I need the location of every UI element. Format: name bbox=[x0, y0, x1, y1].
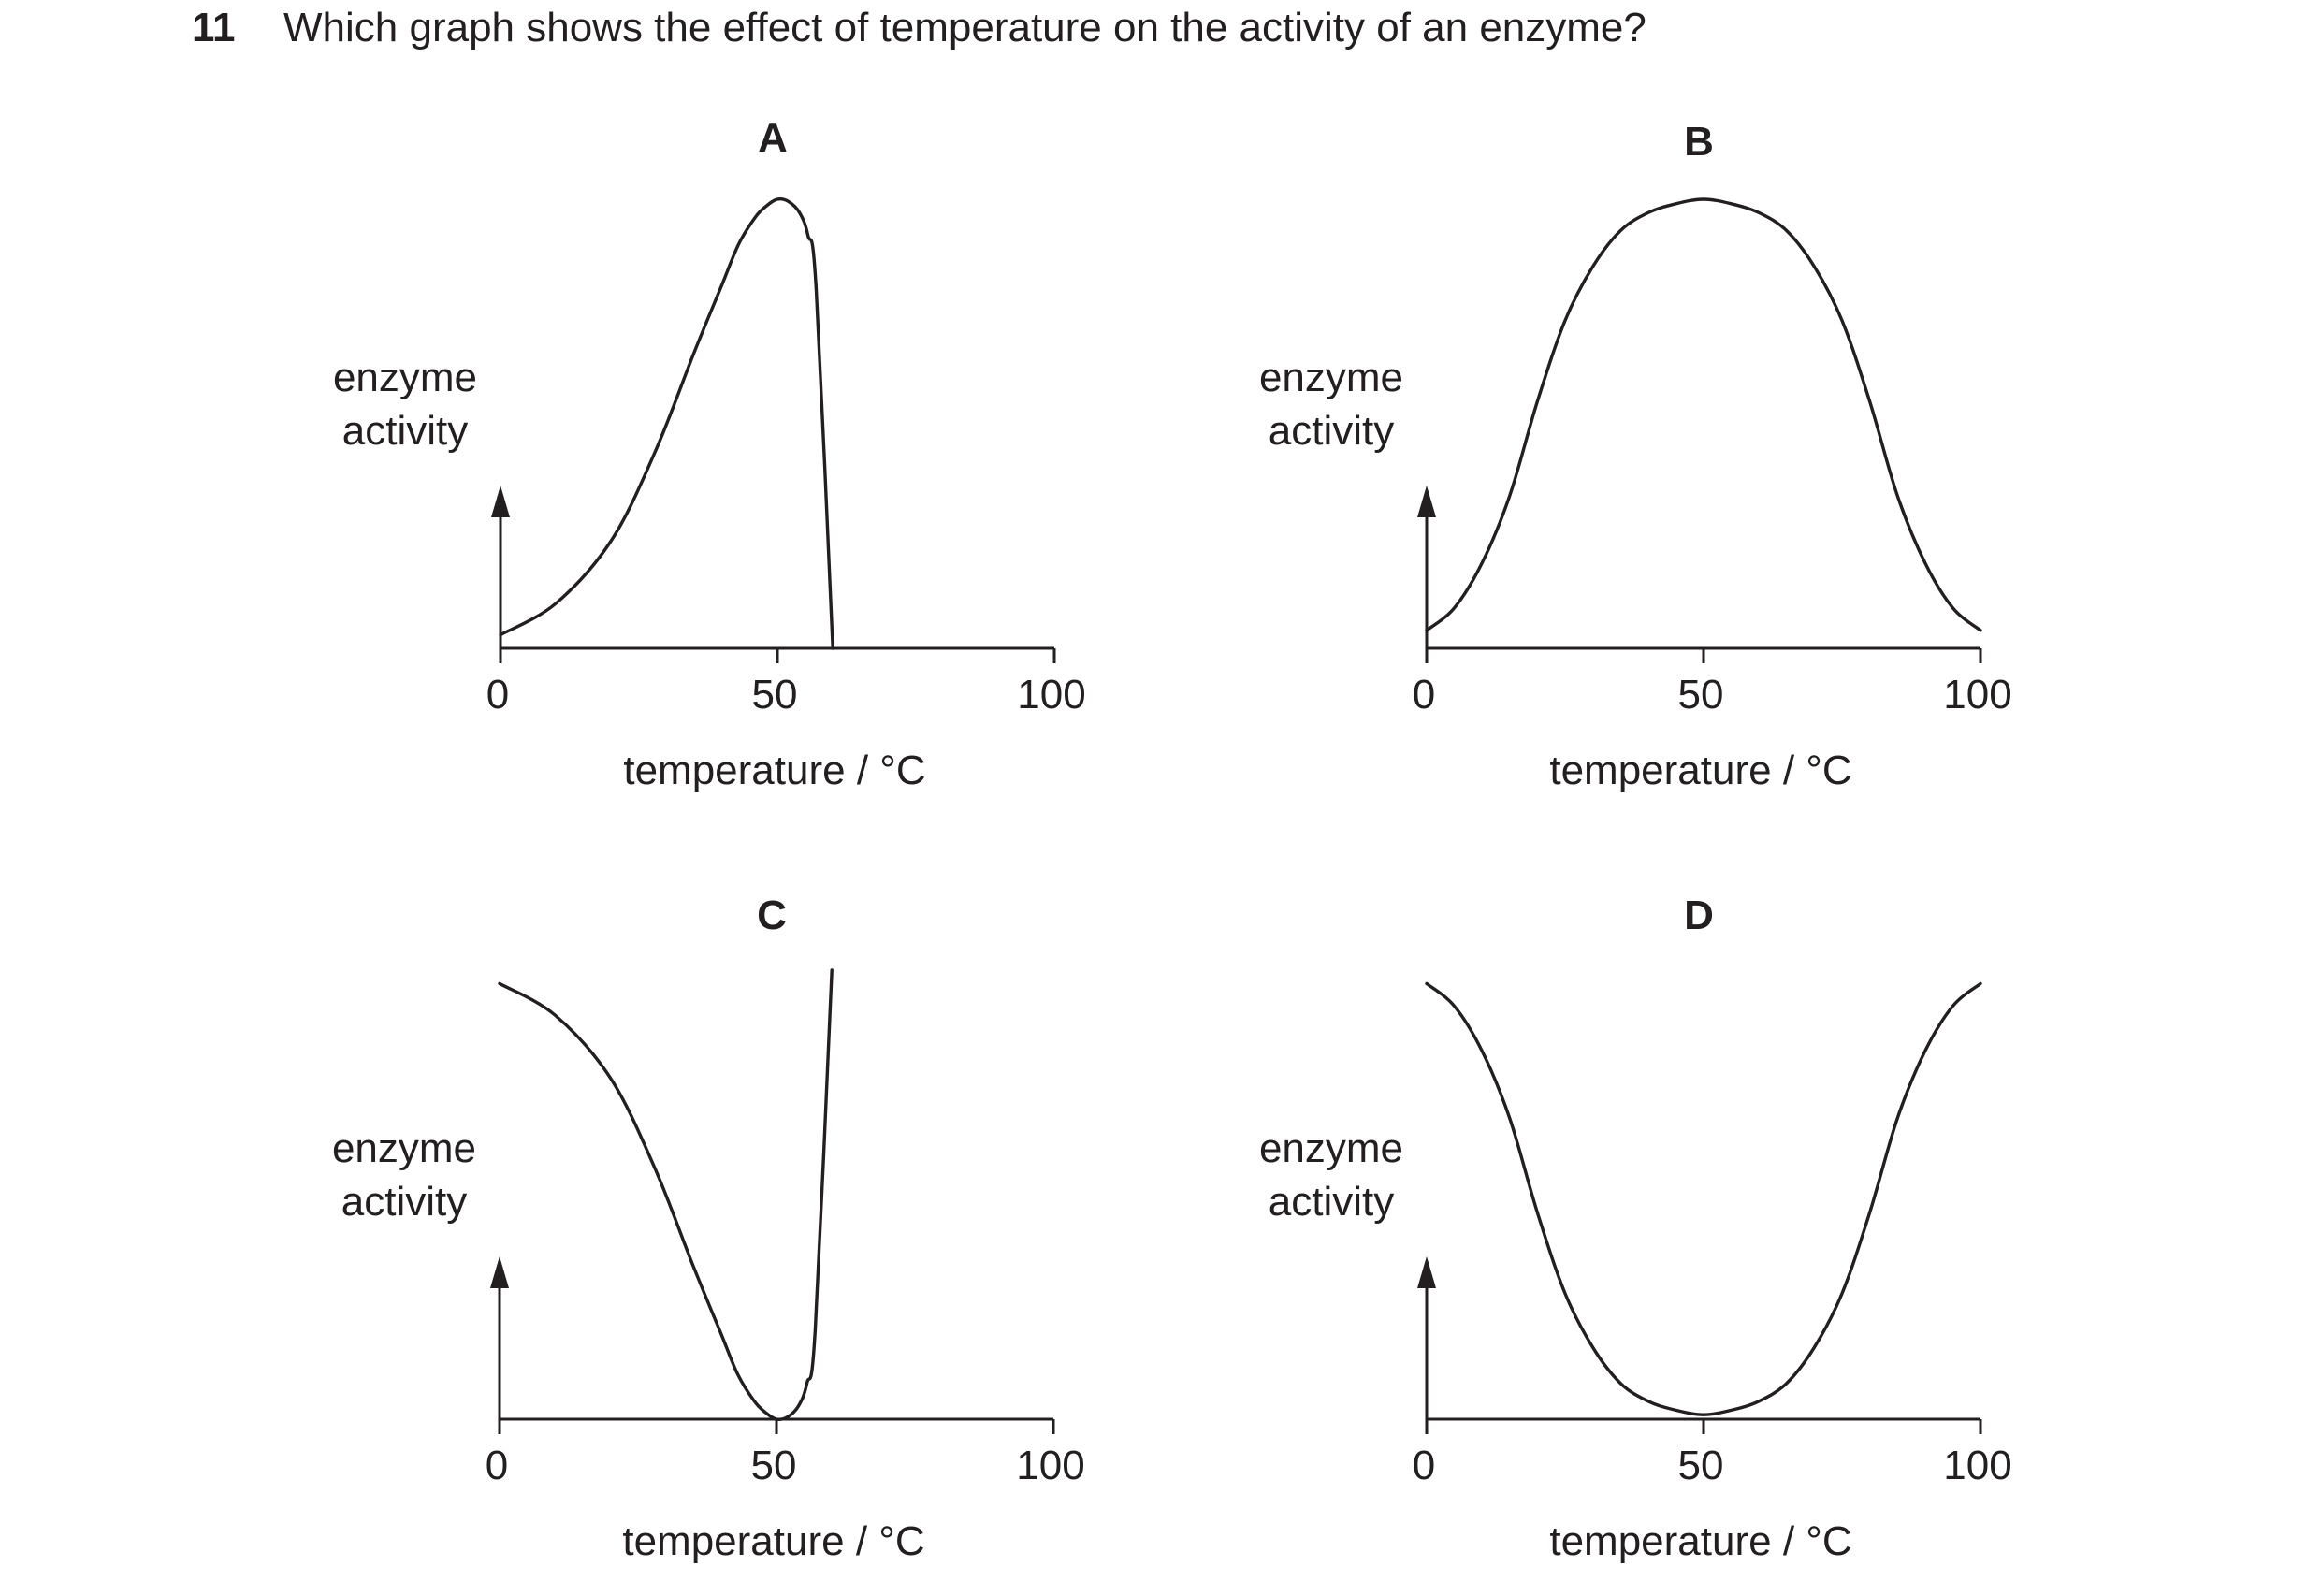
y-axis-arrowhead bbox=[1417, 1256, 1436, 1288]
x-tick-label: 50 bbox=[751, 1443, 797, 1488]
graph-c: C 0 50 100 temperature / °C enzyme activity bbox=[332, 892, 1085, 1564]
curve-series bbox=[1425, 981, 1982, 1416]
x-axis-label: temperature / °C bbox=[1549, 1518, 1851, 1564]
x-tick-label: 0 bbox=[1413, 672, 1435, 718]
y-axis-label: enzyme bbox=[1259, 1125, 1403, 1171]
graph-d: D 0 50 100 temperature / °C enzyme activity bbox=[1259, 892, 2012, 1564]
curve-series bbox=[1425, 197, 1982, 632]
graph-letter: B bbox=[1684, 119, 1714, 165]
y-axis-label: enzyme bbox=[1259, 355, 1403, 400]
curve-series bbox=[499, 197, 834, 650]
graph-a: A 0 50 100 temperature / °C enzyme activity bbox=[333, 115, 1086, 793]
x-axis-label: temperature / °C bbox=[1549, 747, 1851, 793]
graph-letter: D bbox=[1684, 892, 1714, 938]
x-tick-label: 100 bbox=[1943, 1443, 2011, 1488]
x-tick-label: 100 bbox=[1016, 1443, 1084, 1488]
x-tick-label: 50 bbox=[752, 672, 798, 718]
y-axis-label: enzyme bbox=[333, 355, 477, 400]
y-axis-arrowhead bbox=[490, 1256, 509, 1288]
x-tick-label: 0 bbox=[486, 672, 509, 718]
question-number: 11 bbox=[192, 5, 236, 51]
x-tick-label: 0 bbox=[1413, 1443, 1435, 1488]
y-axis-arrowhead bbox=[491, 486, 510, 517]
x-tick-label: 100 bbox=[1017, 672, 1085, 718]
y-axis-arrowhead bbox=[1417, 486, 1436, 517]
y-axis-label: activity bbox=[1269, 1179, 1394, 1225]
question-text: Which graph shows the effect of temperat… bbox=[283, 5, 1646, 51]
y-axis-label: enzyme bbox=[332, 1125, 476, 1171]
y-axis-label: activity bbox=[342, 408, 468, 454]
curve-series bbox=[498, 968, 834, 1421]
graph-b: B 0 50 100 temperature / °C enzyme activity bbox=[1259, 119, 2012, 793]
x-axis-label: temperature / °C bbox=[623, 747, 925, 793]
x-tick-label: 50 bbox=[1678, 672, 1724, 718]
x-tick-label: 0 bbox=[486, 1443, 508, 1488]
graph-letter: C bbox=[757, 892, 787, 938]
y-axis-label: activity bbox=[1269, 408, 1394, 454]
x-axis-label: temperature / °C bbox=[622, 1518, 924, 1564]
question: 11 Which graph shows the effect of tempe… bbox=[192, 0, 1646, 56]
x-tick-label: 50 bbox=[1678, 1443, 1724, 1488]
graph-letter: A bbox=[758, 115, 788, 161]
y-axis-label: activity bbox=[341, 1179, 467, 1225]
x-tick-label: 100 bbox=[1943, 672, 2011, 718]
